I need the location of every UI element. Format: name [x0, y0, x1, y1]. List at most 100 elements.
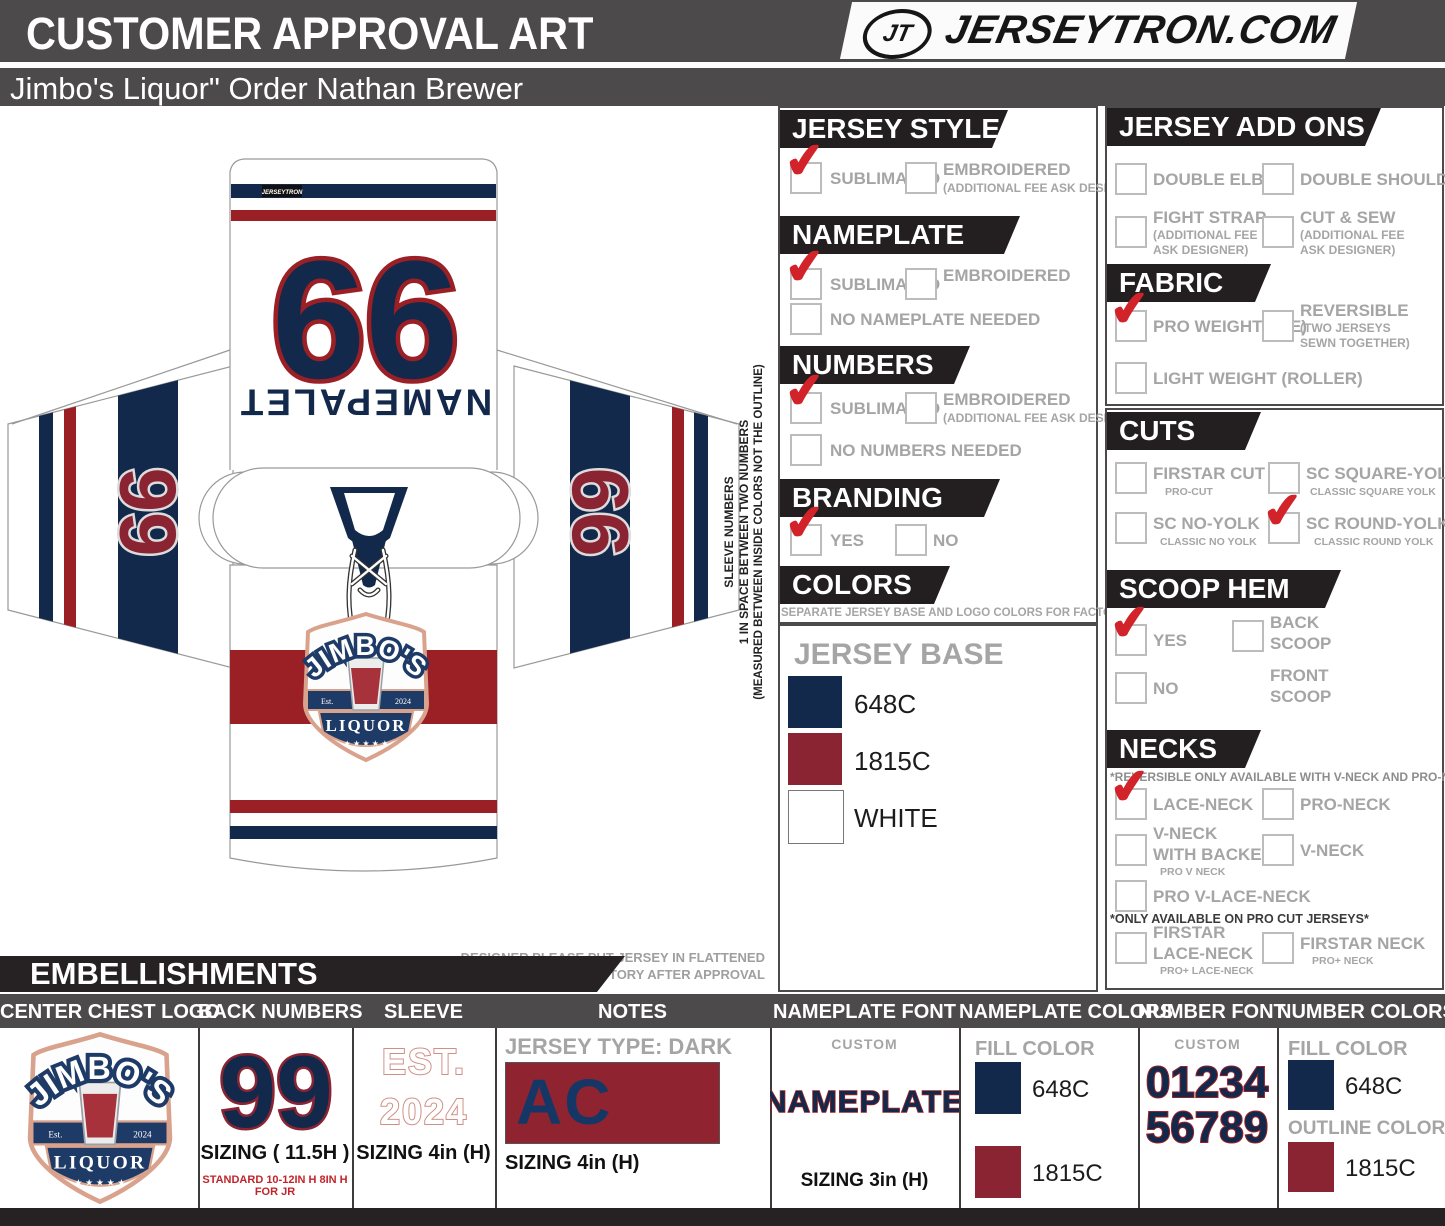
- checkbox-no-numbers[interactable]: [790, 434, 822, 466]
- section-nameplate: NAMEPLATE: [780, 216, 1020, 254]
- sublabel-reversible-1: (TWO JERSEYS: [1300, 321, 1391, 335]
- divider: [1277, 1028, 1279, 1208]
- label-pro-v-lace-neck: PRO V-LACE-NECK: [1153, 887, 1311, 906]
- checkbox-pro-weight[interactable]: [1115, 310, 1147, 342]
- checkbox-v-neck-backer[interactable]: [1115, 834, 1147, 866]
- checkbox-sc-no-yolk[interactable]: [1115, 512, 1147, 544]
- check-icon: [783, 500, 828, 548]
- checkbox-firstar-cut[interactable]: [1115, 462, 1147, 494]
- checkbox-numbers-sublimated[interactable]: [790, 392, 822, 424]
- nameplate-font-sample: NAMEPLATE: [770, 1083, 959, 1120]
- back-numbers-note: STANDARD 10-12IN H 8IN H FOR JR: [202, 1174, 348, 1198]
- divider: [352, 1028, 354, 1208]
- shoulder-panel: [212, 467, 521, 569]
- svg-text:JIMBO'S: JIMBO'S: [299, 631, 433, 683]
- label-cut-sew: CUT & SEW: [1300, 208, 1396, 227]
- logo-name-arc: JIMBO'S: [295, 627, 435, 686]
- swatch-648c-label: 648C: [854, 689, 917, 719]
- svg-text:2024: 2024: [133, 1129, 152, 1139]
- nameplate-fill-label: FILL COLOR: [975, 1038, 1095, 1060]
- left-sleeve: 99: [7, 365, 234, 669]
- checkbox-style-embroidered[interactable]: [905, 162, 937, 194]
- checkbox-sc-round-yolk[interactable]: [1268, 512, 1300, 544]
- logo-product: LIQUOR: [326, 716, 407, 735]
- checkbox-firstar-lace-neck[interactable]: [1115, 932, 1147, 964]
- colhdr-back-numbers: BACK NUMBERS: [198, 1001, 363, 1023]
- number-font-tag: CUSTOM: [1174, 1036, 1241, 1052]
- right-armhole-seam: [445, 471, 539, 565]
- nameplate-outline-value: 1815C: [1032, 1160, 1103, 1187]
- colhdr-notes: NOTES: [598, 1001, 667, 1023]
- nameplate-font-sizing: SIZING 3in (H): [800, 1170, 929, 1191]
- notes-sample-letters: AC: [516, 1066, 613, 1138]
- notes-jersey-type: JERSEY TYPE: DARK: [505, 1034, 732, 1059]
- label-double-elbow: DOUBLE ELBOW: [1153, 170, 1293, 189]
- swatch-648c: [788, 676, 842, 728]
- checkbox-nameplate-embroidered[interactable]: [905, 268, 937, 300]
- checkbox-pro-neck[interactable]: [1262, 788, 1294, 820]
- checkbox-branding-yes[interactable]: [790, 524, 822, 556]
- svg-text:01234: 01234: [1146, 1058, 1269, 1107]
- checkbox-pro-v-lace-neck[interactable]: [1115, 880, 1147, 912]
- colhdr-sleeve: SLEEVE: [384, 1001, 463, 1023]
- sublabel-cut-sew-1: (ADDITIONAL FEE: [1300, 228, 1405, 242]
- brand-badge-icon: JT: [857, 9, 937, 59]
- necks-note-2: *ONLY AVAILABLE ON PRO CUT JERSEYS*: [1110, 912, 1369, 926]
- chest-logo: Est. 2024 JIMBO'S LIQUOR ★ ★ ★ ★ ★: [295, 611, 435, 763]
- left-sleeve-number: 99: [104, 468, 193, 557]
- sublabel-firstar-neck: PRO+ NECK: [1312, 955, 1374, 967]
- label-no-nameplate: NO NAMEPLATE NEEDED: [830, 310, 1041, 329]
- checkbox-reversible[interactable]: [1262, 310, 1294, 342]
- checkbox-light-weight[interactable]: [1115, 362, 1147, 394]
- checkbox-v-neck[interactable]: [1262, 834, 1294, 866]
- sleeve-sample: EST. 2024: [379, 1040, 467, 1133]
- label-sc-round-yolk: SC ROUND-YOLK: [1306, 514, 1445, 533]
- checkbox-style-sublimated[interactable]: [790, 162, 822, 194]
- label-branding-no: NO: [933, 531, 959, 550]
- check-icon: [1261, 488, 1306, 536]
- label-nameplate-embroidered: EMBROIDERED: [943, 266, 1071, 285]
- checkbox-cut-sew[interactable]: [1262, 216, 1294, 248]
- label-double-shoulder: DOUBLE SHOULDER: [1300, 170, 1445, 189]
- checkbox-firstar-neck[interactable]: [1262, 932, 1294, 964]
- sublabel-cut-sew-2: ASK DESIGNER): [1300, 243, 1396, 257]
- checkbox-branding-no[interactable]: [895, 524, 927, 556]
- check-icon: [1108, 600, 1153, 648]
- checkbox-scoop-yes[interactable]: [1115, 624, 1147, 656]
- checkbox-no-nameplate[interactable]: [790, 303, 822, 335]
- checkbox-lace-neck[interactable]: [1115, 788, 1147, 820]
- order-title: Jimbo's Liquor" Order Nathan Brewer: [10, 71, 524, 106]
- sublabel-sc-square-yolk: CLASSIC SQUARE YOLK: [1310, 486, 1436, 498]
- sublabel-style-embroidered: (ADDITIONAL FEE ASK DESIGNER): [943, 181, 1146, 195]
- label-v-neck-backer-1: V-NECK: [1153, 824, 1218, 843]
- sublabel-reversible-2: SEWN TOGETHER): [1300, 336, 1410, 350]
- divider: [959, 1028, 961, 1208]
- checkbox-double-shoulder[interactable]: [1262, 163, 1294, 195]
- sleeve-sizing: SIZING 4in (H): [356, 1142, 491, 1164]
- necks-note-1: *REVERSIBLE ONLY AVAILABLE WITH V-NECK A…: [1110, 770, 1445, 784]
- checkbox-fight-strap[interactable]: [1115, 216, 1147, 248]
- label-no-numbers: NO NUMBERS NEEDED: [830, 441, 1022, 460]
- checkbox-back-scoop[interactable]: [1232, 620, 1264, 652]
- notes-sizing: SIZING 4in (H): [505, 1152, 640, 1174]
- label-numbers-embroidered: EMBROIDERED: [943, 390, 1071, 409]
- label-light-weight: LIGHT WEIGHT (ROLLER): [1153, 369, 1363, 388]
- colhdr-number-colors: NUMBER COLORS: [1277, 1001, 1445, 1023]
- number-fill-value: 648C: [1345, 1073, 1403, 1100]
- label-lace-neck: LACE-NECK: [1153, 795, 1254, 814]
- checkbox-numbers-embroidered[interactable]: [905, 392, 937, 424]
- checkbox-nameplate-sublimated[interactable]: [790, 268, 822, 300]
- colhdr-center-chest-logo: CENTER CHEST LOGO: [0, 1001, 221, 1023]
- colhdr-number-font: NUMBER FONT: [1138, 1001, 1286, 1023]
- section-cuts: CUTS: [1107, 412, 1261, 450]
- checkbox-double-elbow[interactable]: [1115, 163, 1147, 195]
- nameplate-placeholder: NAMEPALET: [238, 382, 492, 423]
- logo-stars: ★ ★ ★ ★ ★: [344, 739, 389, 748]
- checkbox-scoop-no[interactable]: [1115, 672, 1147, 704]
- divider: [198, 1028, 200, 1208]
- footer-band: [0, 1208, 1445, 1226]
- number-font-sample: 01234 56789: [1145, 1057, 1270, 1152]
- colors-subtitle: SEPARATE JERSEY BASE AND LOGO COLORS FOR…: [781, 607, 1128, 619]
- svg-text:99: 99: [219, 1035, 332, 1142]
- embellishments-header-band: [0, 994, 1445, 1028]
